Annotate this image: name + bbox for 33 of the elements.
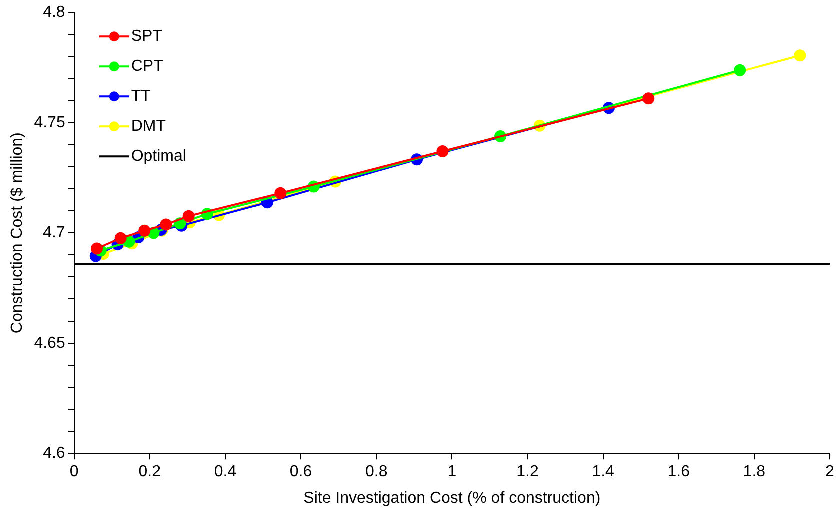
- x-tick-label: 1: [448, 464, 457, 481]
- point: [794, 50, 806, 62]
- legend-label: CPT: [131, 58, 164, 76]
- x-axis-title: Site Investigation Cost (% of construction): [304, 490, 601, 507]
- x-tick-label: 1.8: [743, 464, 766, 481]
- y-axis-title: Construction Cost ($ million): [9, 132, 26, 334]
- legend-label: Optimal: [131, 148, 186, 166]
- point: [138, 224, 151, 237]
- point: [734, 64, 746, 76]
- x-tick-label: 0.6: [290, 464, 312, 481]
- legend-label: TT: [131, 88, 152, 106]
- point: [114, 232, 127, 244]
- x-tick-label: 1.6: [668, 464, 690, 481]
- legend-label: SPT: [131, 28, 163, 46]
- legend-label: DMT: [131, 118, 166, 136]
- x-tick-label: 0.2: [138, 464, 162, 481]
- point: [274, 187, 287, 200]
- x-tick-label: 0.4: [214, 464, 237, 481]
- y-tick-label: 4.7: [43, 224, 66, 242]
- point: [436, 146, 449, 158]
- y-tick-label: 4.75: [34, 114, 66, 132]
- x-tick-label: 0.8: [365, 464, 388, 481]
- x-tick-label: 1.4: [592, 464, 615, 481]
- x-tick-label: 2: [826, 464, 835, 481]
- x-tick-label: 0: [70, 464, 79, 481]
- point: [642, 92, 655, 105]
- y-tick-label: 4.8: [43, 4, 66, 22]
- x-tick-label: 1.2: [516, 464, 539, 481]
- point: [91, 242, 104, 255]
- y-tick-label: 4.6: [43, 445, 66, 462]
- point: [182, 210, 195, 222]
- y-tick-label: 4.65: [34, 334, 66, 352]
- point: [160, 218, 172, 231]
